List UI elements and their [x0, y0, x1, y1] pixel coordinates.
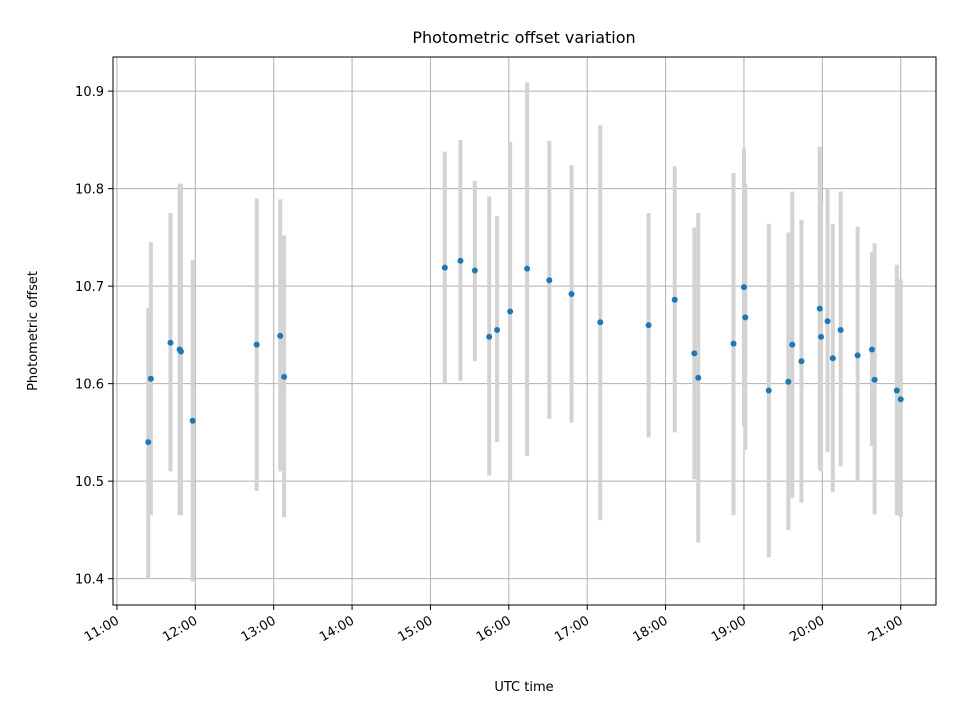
- data-point: [189, 417, 196, 424]
- y-tick-label: 10.8: [75, 183, 104, 198]
- data-point: [837, 327, 844, 334]
- data-point: [893, 387, 900, 394]
- y-tick-label: 10.4: [75, 573, 104, 588]
- data-point: [897, 396, 904, 403]
- data-point: [524, 265, 531, 272]
- data-point: [546, 277, 553, 284]
- data-point: [824, 318, 831, 325]
- data-point: [568, 290, 575, 297]
- data-point: [486, 333, 493, 340]
- data-point: [818, 333, 825, 340]
- data-point: [798, 358, 805, 365]
- data-point: [871, 376, 878, 383]
- data-point: [868, 346, 875, 353]
- data-point: [457, 257, 464, 264]
- data-point: [597, 319, 604, 326]
- data-point: [691, 350, 698, 357]
- data-point: [816, 305, 823, 312]
- data-point: [441, 264, 448, 271]
- data-point: [494, 327, 501, 334]
- data-point: [177, 348, 184, 355]
- data-point: [789, 341, 796, 348]
- y-axis: 10.4 10.5 10.6 10.7 10.8 10.9: [75, 85, 113, 588]
- data-points: [145, 257, 904, 446]
- data-point: [277, 332, 284, 339]
- data-point: [645, 322, 652, 329]
- data-point: [671, 296, 678, 303]
- data-point: [740, 284, 747, 291]
- y-tick-label: 10.6: [75, 378, 104, 393]
- data-point: [507, 308, 514, 315]
- data-point: [147, 375, 154, 382]
- data-point: [730, 340, 737, 347]
- chart-title: Photometric offset variation: [412, 28, 635, 47]
- plot-frame: [112, 56, 937, 606]
- data-point: [742, 314, 749, 321]
- data-point: [765, 387, 772, 394]
- data-point: [695, 374, 702, 381]
- data-point: [829, 355, 836, 362]
- y-tick-label: 10.9: [75, 85, 104, 100]
- data-point: [281, 373, 288, 380]
- y-tick-label: 10.5: [75, 475, 104, 490]
- y-axis-label: Photometric offset: [26, 271, 41, 391]
- x-axis-label: UTC time: [494, 680, 553, 695]
- data-point: [785, 378, 792, 385]
- y-tick-label: 10.7: [75, 280, 104, 295]
- data-point: [145, 439, 152, 446]
- data-point: [167, 339, 174, 346]
- data-point: [854, 352, 861, 359]
- data-point: [253, 341, 260, 348]
- data-point: [471, 267, 478, 274]
